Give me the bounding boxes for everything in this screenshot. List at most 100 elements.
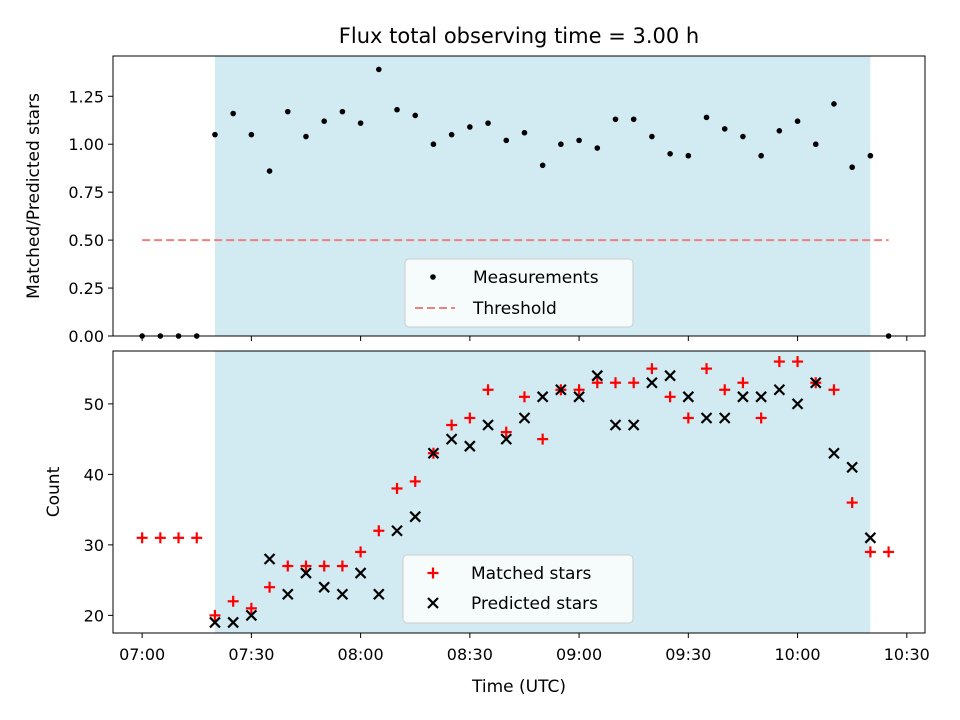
predicted-star-point (664, 369, 676, 382)
ratio-y-tick-label: 0.00 (68, 327, 104, 346)
count-y-tick-label: 40 (84, 465, 104, 484)
predicted-star-point (245, 609, 258, 622)
time-x-tick-label: 07:00 (119, 645, 165, 664)
measurement-point (831, 101, 837, 107)
predicted-star-point-b (464, 440, 476, 452)
predicted-star-point-b (518, 412, 531, 424)
predicted-star-point-b (573, 391, 585, 403)
matched-star-point (482, 384, 494, 396)
measurement-point (539, 162, 546, 169)
predicted-star-point (646, 376, 658, 389)
predicted-star-point-b (409, 510, 422, 523)
predicted-star-point-b (263, 553, 276, 565)
matched-star-point (318, 560, 330, 572)
predicted-star-point-b (245, 609, 258, 622)
time-x-tick-label: 10:30 (884, 645, 930, 664)
measurement-point (867, 152, 874, 159)
predicted-star-point (409, 510, 422, 523)
predicted-star-point (445, 433, 458, 445)
measurement-point (685, 152, 692, 159)
predicted-star-point (209, 616, 221, 629)
legend-predicted-label: Predicted stars (471, 594, 598, 614)
predicted-star-point (282, 588, 294, 601)
matched-star-point (136, 532, 148, 544)
ratio-y-axis-label: Matched/Predicted stars (24, 93, 44, 299)
matched-star-point (191, 532, 203, 544)
predicted-star-point (609, 419, 622, 431)
count-y-axis-label: Count (44, 466, 64, 517)
predicted-star-point-b (609, 419, 622, 431)
count-y-axis-ticks: 20 30 40 50 (84, 395, 113, 625)
matched-star-point (719, 384, 731, 396)
count-panel: 20 30 40 50 07:00 07:30 08:00 08:30 09:00 09:30 1… (44, 350, 930, 697)
predicted-star-point (227, 616, 239, 629)
predicted-star-point-b (773, 383, 786, 396)
ratio-panel-frame (112, 55, 926, 337)
predicted-star-point-b (354, 567, 367, 579)
measurement-point (357, 120, 364, 126)
predicted-star-point (391, 524, 403, 537)
measurement-point (339, 108, 346, 115)
matched-star-point (391, 482, 403, 494)
ratio-y-tick-label: 1.00 (68, 135, 104, 154)
predicted-star-point (464, 440, 476, 452)
matched-star-point (737, 377, 749, 389)
legend-predicted-marker (427, 597, 439, 609)
predicted-star-point-b (828, 447, 840, 460)
time-x-tick-label: 09:00 (556, 645, 602, 664)
matched-star-point (282, 560, 294, 572)
matched-star-point (664, 391, 676, 403)
matched-star-point (245, 602, 257, 614)
measurement-point (394, 106, 400, 113)
predicted-star-point (755, 391, 767, 403)
matched-star-point (409, 475, 421, 487)
measurement-point (430, 141, 437, 148)
predicted-star-point-b (627, 419, 640, 431)
measurement-point (630, 116, 637, 123)
predicted-star-point (737, 391, 749, 403)
predicted-star-point-b (427, 447, 440, 460)
predicted-star-point (536, 391, 549, 403)
predicted-star-point (300, 567, 312, 579)
count-points (136, 356, 895, 629)
matched-star-point (883, 546, 895, 558)
measurement-point (740, 133, 746, 140)
matched-star-point (154, 532, 166, 544)
matched-star-point (591, 377, 603, 389)
predicted-star-point (864, 532, 877, 544)
count-panel-frame (112, 350, 926, 634)
matched-star-point (609, 377, 621, 389)
measurement-point (448, 131, 455, 138)
matched-star-point (373, 525, 385, 537)
predicted-star-point-b (737, 391, 749, 403)
measurement-point (576, 137, 582, 144)
measurement-point (521, 129, 528, 136)
predicted-star-point-b (682, 391, 695, 403)
measurement-point (649, 133, 655, 140)
predicted-star-point (791, 398, 804, 410)
time-x-tick-label: 08:00 (338, 645, 384, 664)
predicted-star-point-b (336, 588, 349, 601)
legend-measurement-marker (430, 274, 436, 280)
predicted-star-point-b (664, 369, 676, 382)
matched-star-point (846, 497, 858, 509)
predicted-star-point-b (500, 433, 513, 445)
predicted-star-point-b (791, 398, 804, 410)
measurement-point (812, 141, 819, 148)
matched-star-point (773, 356, 785, 368)
predicted-star-point-b (718, 412, 731, 424)
legend-predicted-cross-b (427, 597, 439, 609)
measurement-point (758, 152, 764, 159)
time-x-tick-label: 07:30 (228, 645, 274, 664)
matched-star-point (355, 546, 367, 558)
predicted-star-point-b (846, 461, 858, 474)
matched-star-point (864, 546, 876, 558)
measurement-point (284, 108, 291, 115)
predicted-star-point-b (227, 616, 239, 629)
measurement-point (667, 151, 673, 157)
predicted-star-point (846, 461, 858, 474)
ratio-x-axis-ticks (141, 336, 908, 341)
time-x-tick-label: 08:30 (447, 645, 493, 664)
predicted-star-point-b (864, 532, 877, 544)
